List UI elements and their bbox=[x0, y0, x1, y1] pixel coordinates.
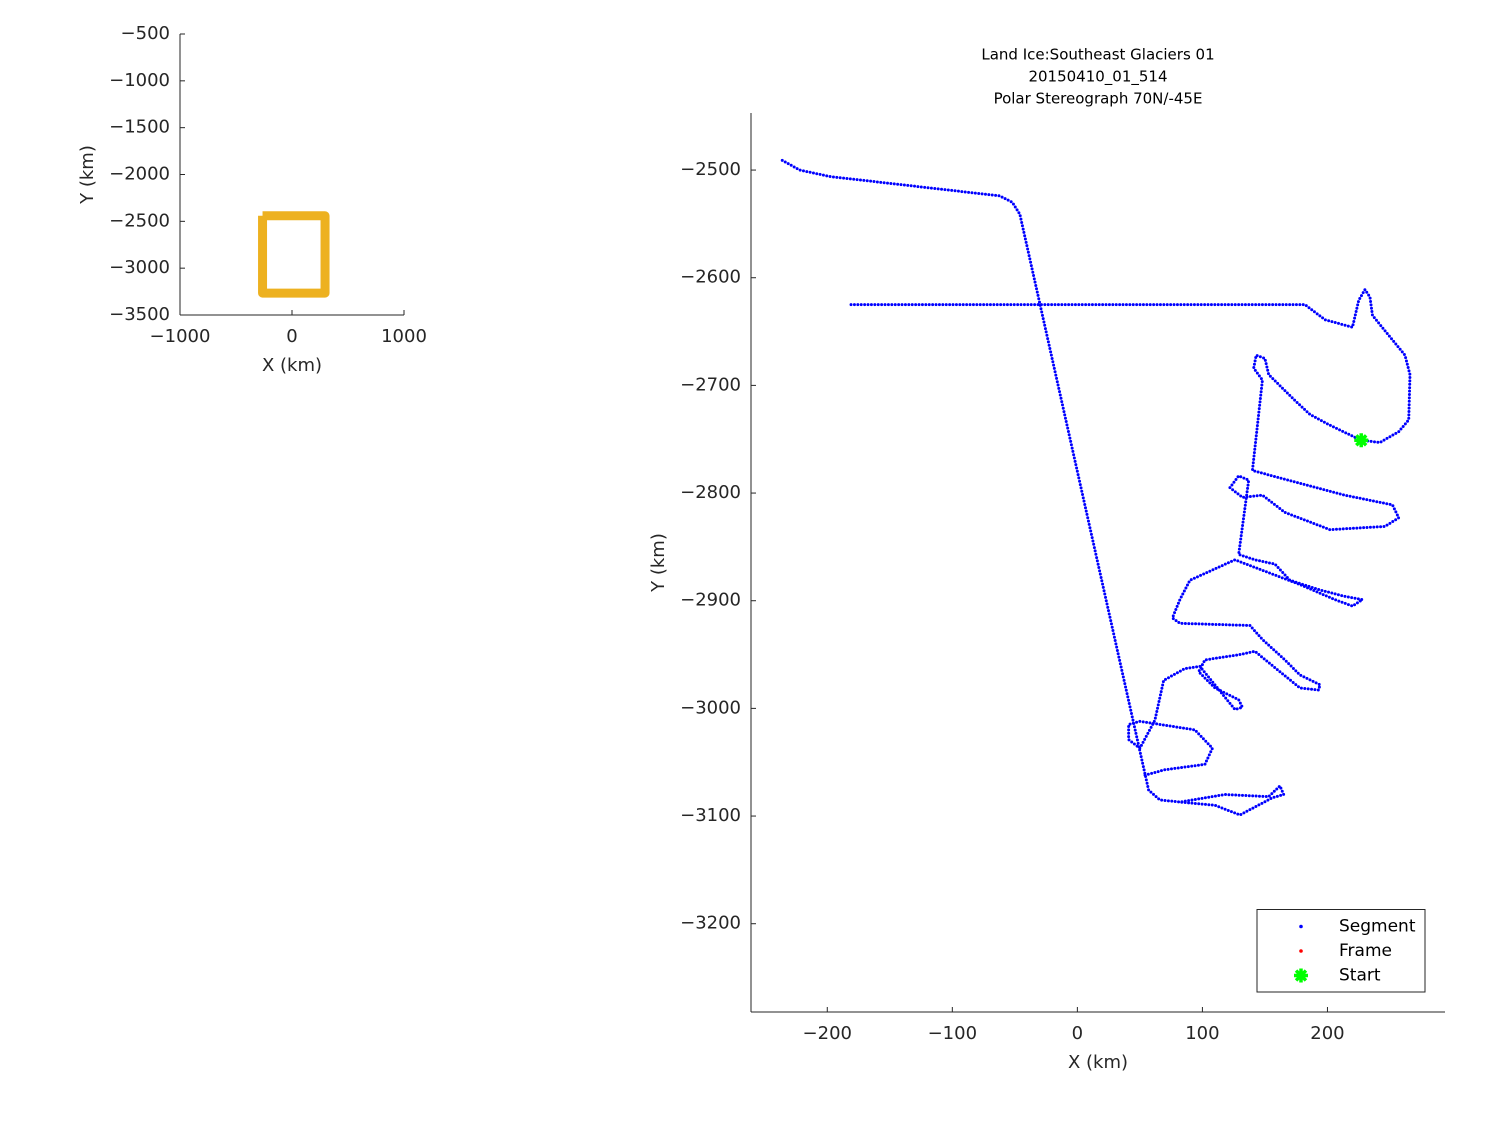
x-tick-label: 200 bbox=[1310, 1023, 1344, 1044]
legend-box bbox=[1256, 909, 1426, 993]
x-tick-label: 0 bbox=[286, 326, 297, 347]
legend-label: Start bbox=[1339, 966, 1381, 986]
legend-label: Segment bbox=[1339, 917, 1416, 937]
y-tick-label: −500 bbox=[121, 23, 170, 44]
x-tick-label: −200 bbox=[803, 1023, 852, 1044]
y-tick-label: −2600 bbox=[680, 267, 741, 288]
x-tick-label: −100 bbox=[928, 1023, 977, 1044]
legend-label: Frame bbox=[1339, 941, 1392, 961]
start-marker bbox=[1354, 433, 1369, 448]
y-tick-label: −3200 bbox=[680, 913, 741, 934]
x-tick-label: 1000 bbox=[381, 326, 427, 347]
y-tick-label: −3100 bbox=[680, 805, 741, 826]
legend-marker bbox=[1299, 924, 1303, 929]
y-tick-label: −3000 bbox=[680, 697, 741, 718]
y-axis-label: Y (km) bbox=[77, 145, 98, 205]
y-tick-label: −1000 bbox=[109, 70, 170, 91]
x-axis-label: X (km) bbox=[1068, 1052, 1128, 1073]
axes: −2500 −2600 −2700 −2800 −2900 −3000 −3100 −3200… bbox=[648, 46, 1445, 1073]
legend-marker bbox=[1299, 949, 1303, 953]
axes: −500−1000−1500−2000−2500−3000−3500−1000 0… bbox=[77, 23, 427, 376]
chart-title: Land Ice:Southeast Glaciers 01 bbox=[981, 46, 1214, 64]
y-tick-label: −2500 bbox=[109, 210, 170, 231]
legend-marker bbox=[1294, 968, 1308, 983]
series-line bbox=[258, 211, 330, 298]
y-tick-label: −3500 bbox=[109, 304, 170, 325]
x-tick-label: 100 bbox=[1185, 1023, 1219, 1044]
y-tick-label: −2900 bbox=[680, 590, 741, 611]
y-tick-label: −1500 bbox=[109, 117, 170, 138]
x-tick-label: −1000 bbox=[150, 326, 211, 347]
chart-title: 20150410_01_514 bbox=[1028, 68, 1167, 87]
y-axis-label: Y (km) bbox=[648, 533, 669, 593]
y-tick-label: −3000 bbox=[109, 257, 170, 278]
chart-title: Polar Stereograph 70N/-45E bbox=[994, 90, 1203, 108]
y-tick-label: −2800 bbox=[680, 482, 741, 503]
x-tick-label: 0 bbox=[1072, 1023, 1083, 1044]
series-line bbox=[780, 158, 1412, 817]
y-tick-label: −2700 bbox=[680, 374, 741, 395]
y-tick-label: −2500 bbox=[680, 159, 741, 180]
x-axis-label: X (km) bbox=[262, 355, 322, 376]
y-tick-label: −2000 bbox=[109, 164, 170, 185]
legend: Segment Frame Start bbox=[1256, 909, 1426, 993]
